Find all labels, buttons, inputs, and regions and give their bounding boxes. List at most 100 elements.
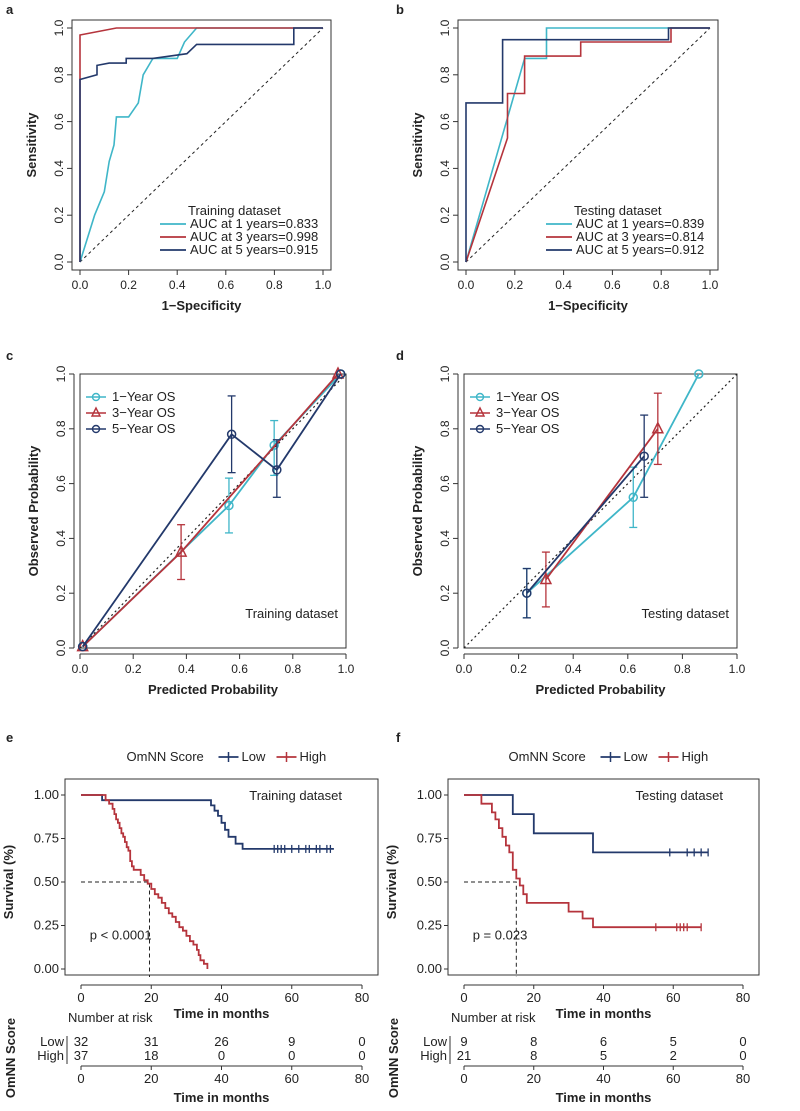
p-value: p = 0.023 — [473, 927, 528, 942]
legend-title: OmNN Score — [509, 749, 586, 764]
y-tick-label: 0.75 — [417, 831, 442, 846]
y-tick-label: 0.25 — [417, 918, 442, 933]
risk-x-axis-title: Time in months — [174, 1090, 270, 1105]
diagonal-reference-line — [79, 27, 324, 263]
risk-count: 0 — [739, 1048, 746, 1063]
risk-count: 31 — [144, 1034, 158, 1049]
legend-label: 5−Year OS — [496, 421, 560, 436]
y-tick-label: 0.50 — [417, 874, 442, 889]
roc-curve-2y — [465, 27, 710, 263]
y-tick-label: 1.00 — [34, 787, 59, 802]
circle-marker — [639, 451, 649, 461]
y-tick-label: 0.2 — [54, 585, 68, 602]
x-tick-label: 80 — [736, 990, 750, 1005]
risk-table-title: Number at risk — [68, 1010, 153, 1025]
x-tick-label: 0 — [77, 990, 84, 1005]
km-curve-high — [464, 794, 702, 929]
y-tick-label: 0.25 — [34, 918, 59, 933]
risk-y-axis-title: OmNN Score — [386, 1018, 401, 1098]
risk-count: 5 — [670, 1034, 677, 1049]
y-tick-label: 0.00 — [34, 961, 59, 976]
x-axis-title: Time in months — [174, 1006, 270, 1021]
y-tick-label: 0.8 — [438, 66, 452, 83]
legend-marker — [90, 406, 102, 417]
risk-row-label: High — [420, 1048, 447, 1063]
circle-marker — [77, 641, 88, 652]
risk-count: 6 — [600, 1034, 607, 1049]
legend-label: 3−Year OS — [496, 405, 560, 420]
legend-title: OmNN Score — [127, 749, 204, 764]
legend-label: High — [300, 749, 327, 764]
risk-count: 21 — [457, 1048, 471, 1063]
x-tick-label: 0.2 — [510, 662, 527, 676]
x-tick-label: 40 — [596, 990, 610, 1005]
risk-count: 9 — [460, 1034, 467, 1049]
legend-marker — [91, 392, 101, 402]
legend-label: 5−Year OS — [112, 421, 176, 436]
circle-marker — [694, 369, 704, 379]
legend-title: Training dataset — [188, 203, 281, 218]
x-tick-label: 0.4 — [565, 662, 582, 676]
risk-count: 0 — [358, 1048, 365, 1063]
triangle-marker — [539, 571, 553, 585]
ideal-calibration-line — [79, 373, 347, 649]
roc-curve-3y — [465, 27, 710, 262]
y-tick-label: 1.0 — [438, 365, 452, 382]
legend-marker — [91, 424, 101, 434]
x-axis-title: Predicted Probability — [535, 682, 666, 697]
legend-label: AUC at 5 years=0.915 — [190, 242, 318, 257]
x-tick-label: 0.2 — [125, 662, 142, 676]
y-tick-label: 0.0 — [438, 639, 452, 656]
risk-count: 8 — [530, 1034, 537, 1049]
y-tick-label: 0.6 — [52, 113, 66, 130]
circle-marker — [269, 440, 279, 450]
panel-label-e: e — [6, 730, 13, 745]
legend-marker — [474, 406, 486, 417]
legend-label: High — [682, 749, 709, 764]
risk-count: 26 — [214, 1034, 228, 1049]
panel-label-c: c — [6, 348, 13, 363]
risk-table-title: Number at risk — [451, 1010, 536, 1025]
risk-count: 9 — [288, 1034, 295, 1049]
y-tick-label: 0.2 — [438, 585, 452, 602]
roc-testing-panel: 0.0 0.2 0.4 0.6 0.8 1.0 0.0 0.2 0.4 0.6 0.8 1.0 1−Sp… — [410, 19, 719, 313]
risk-count: 0 — [288, 1048, 295, 1063]
km-curve-low — [464, 794, 709, 854]
dataset-annotation: Testing dataset — [636, 788, 724, 803]
y-tick-label: 0.2 — [52, 207, 66, 224]
circle-marker — [226, 429, 237, 440]
y-tick-label: 0.0 — [438, 253, 452, 270]
risk-x-tick-label: 20 — [527, 1071, 541, 1086]
legend-label: AUC at 3 years=0.998 — [190, 229, 318, 244]
x-tick-label: 80 — [355, 990, 369, 1005]
y-tick-label: 0.6 — [438, 113, 452, 130]
y-tick-label: 0.2 — [438, 207, 452, 224]
legend-marker — [475, 424, 485, 434]
x-tick-label: 0.8 — [266, 278, 283, 292]
risk-x-tick-label: 60 — [285, 1071, 299, 1086]
risk-row-label: Low — [40, 1034, 64, 1049]
y-tick-label: 0.8 — [54, 420, 68, 437]
x-tick-label: 60 — [285, 990, 299, 1005]
y-tick-label: 0.4 — [438, 160, 452, 177]
panel-label-d: d — [396, 348, 404, 363]
median-survival-line — [464, 881, 517, 977]
y-tick-label: 0.4 — [52, 160, 66, 177]
y-axis-title: Sensitivity — [410, 112, 425, 178]
circle-marker — [272, 465, 282, 475]
x-tick-label: 0.2 — [120, 278, 137, 292]
y-tick-label: 0.4 — [54, 530, 68, 547]
x-tick-label: 0.4 — [178, 662, 195, 676]
plot-frame — [463, 373, 738, 649]
x-axis-title: 1−Specificity — [548, 298, 629, 313]
triangle-marker — [174, 544, 188, 557]
risk-x-tick-label: 60 — [666, 1071, 680, 1086]
risk-x-tick-label: 80 — [736, 1071, 750, 1086]
x-tick-label: 0.6 — [231, 662, 248, 676]
x-tick-label: 20 — [144, 990, 158, 1005]
x-tick-label: 0.4 — [555, 278, 572, 292]
km-training-panel: 0 20 40 60 80 Time in months 0.00 0.25 0.50 0.75 1… — [1, 749, 379, 1105]
x-tick-label: 0.4 — [169, 278, 186, 292]
